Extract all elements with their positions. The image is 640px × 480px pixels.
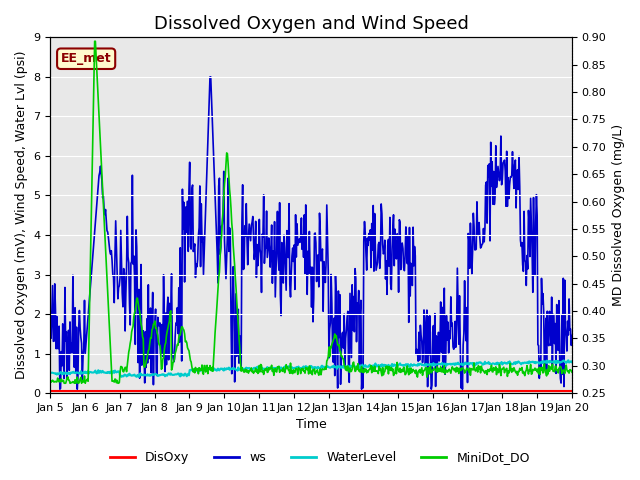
MiniDot_DO (91, 38, 99, 44)
WaterLevel (56, 370, 63, 376)
DisOxy (568, 388, 576, 394)
WaterLevel (191, 367, 198, 373)
WaterLevel (47, 370, 54, 376)
Text: EE_met: EE_met (61, 52, 111, 65)
WaterLevel (163, 373, 171, 379)
ws (110, 300, 118, 306)
ws (376, 265, 383, 271)
MiniDot_DO (47, 378, 54, 384)
ws (191, 241, 198, 247)
Line: ws: ws (51, 77, 572, 389)
MiniDot_DO (164, 325, 172, 331)
ws (391, 226, 399, 232)
MiniDot_DO (56, 377, 63, 383)
WaterLevel (568, 359, 576, 365)
DisOxy (109, 388, 117, 394)
ws (56, 386, 63, 392)
WaterLevel (135, 374, 143, 380)
ws (57, 385, 65, 391)
MiniDot_DO (376, 367, 383, 373)
WaterLevel (564, 358, 572, 363)
ws (47, 315, 54, 321)
MiniDot_DO (191, 365, 199, 371)
ws (163, 306, 171, 312)
MiniDot_DO (568, 369, 576, 375)
DisOxy (56, 388, 63, 394)
DisOxy (390, 388, 397, 394)
Title: Dissolved Oxygen and Wind Speed: Dissolved Oxygen and Wind Speed (154, 15, 468, 33)
DisOxy (374, 388, 382, 394)
WaterLevel (375, 363, 383, 369)
Line: WaterLevel: WaterLevel (51, 360, 572, 377)
ws (206, 74, 214, 80)
Line: MiniDot_DO: MiniDot_DO (51, 41, 572, 383)
DisOxy (47, 388, 54, 394)
Legend: DisOxy, ws, WaterLevel, MiniDot_DO: DisOxy, ws, WaterLevel, MiniDot_DO (105, 446, 535, 469)
MiniDot_DO (391, 370, 399, 375)
MiniDot_DO (60, 380, 68, 386)
Y-axis label: MD Dissolved Oxygen (mg/L): MD Dissolved Oxygen (mg/L) (612, 124, 625, 306)
WaterLevel (390, 361, 398, 367)
X-axis label: Time: Time (296, 419, 326, 432)
Y-axis label: Dissolved Oxygen (mV), Wind Speed, Water Lvl (psi): Dissolved Oxygen (mV), Wind Speed, Water… (15, 51, 28, 380)
DisOxy (163, 388, 170, 394)
WaterLevel (109, 368, 117, 374)
MiniDot_DO (111, 376, 119, 382)
ws (568, 333, 576, 338)
DisOxy (190, 388, 198, 394)
